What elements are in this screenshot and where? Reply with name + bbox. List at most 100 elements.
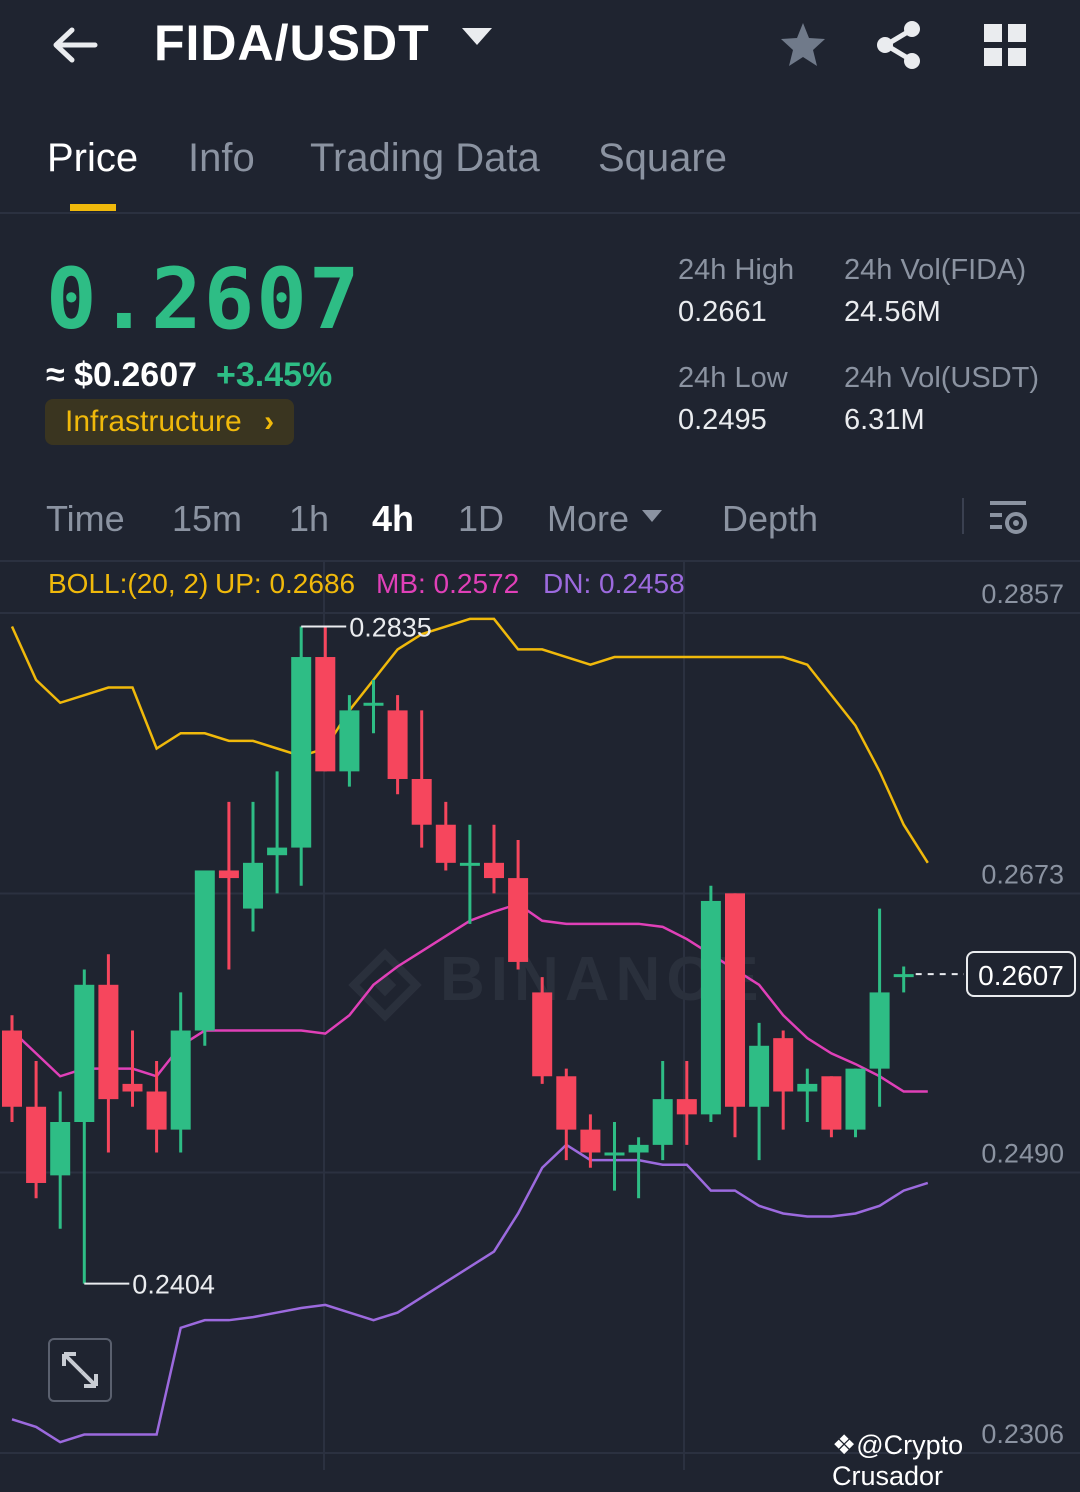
- tab-price[interactable]: Price: [47, 136, 139, 180]
- candle-body: [50, 1122, 71, 1176]
- volume-base-label: 24h Vol(FIDA): [844, 254, 1027, 286]
- candle: [556, 1068, 577, 1161]
- candle: [893, 966, 914, 993]
- candle: [869, 908, 890, 1107]
- chevron-down-icon[interactable]: [642, 510, 662, 522]
- candle-body: [725, 893, 745, 1107]
- layout-button[interactable]: [982, 22, 1028, 68]
- candle: [749, 1022, 770, 1161]
- candle: [580, 1114, 601, 1168]
- candle-body: [339, 710, 360, 772]
- candle-body: [243, 862, 263, 909]
- candle-body: [2, 1030, 22, 1107]
- chevron-down-icon[interactable]: [462, 28, 492, 45]
- tab-square[interactable]: Square: [598, 136, 727, 180]
- candle: [411, 710, 432, 848]
- high-label: 24h High: [678, 254, 795, 286]
- share-icon: [877, 21, 920, 69]
- current-price-tag: 0.2607: [966, 951, 1076, 998]
- candle: [676, 1061, 697, 1145]
- candle-body: [459, 862, 480, 866]
- candle-body: [508, 878, 529, 962]
- candle-body: [363, 702, 384, 706]
- interval-time[interactable]: Time: [46, 498, 125, 539]
- boll-name: BOLL:(20, 2): [48, 568, 209, 599]
- favorite-button[interactable]: [778, 20, 828, 70]
- interval-1h[interactable]: 1h: [289, 498, 330, 539]
- chart-settings-icon: [990, 501, 1027, 534]
- price-change-percent: +3.45%: [216, 356, 333, 394]
- diamond-logo-icon: ❖: [832, 1430, 857, 1460]
- candle-body: [676, 1099, 697, 1115]
- candle: [484, 824, 504, 894]
- candle-body: [652, 1099, 673, 1145]
- boll-upper-band: [10, 617, 929, 864]
- trading-pair-title[interactable]: FIDA/USDT: [154, 15, 430, 71]
- y-axis-label: 0.2673: [981, 860, 1064, 890]
- candle: [773, 1030, 794, 1130]
- candle: [74, 969, 95, 1284]
- boll-middle: MB: 0.2572: [376, 568, 520, 599]
- boll-lower-band: [11, 1143, 929, 1444]
- category-tag-button[interactable]: Infrastructure ›: [45, 399, 295, 445]
- interval-depth[interactable]: Depth: [722, 498, 819, 539]
- candle-body: [74, 984, 95, 1123]
- divider: [962, 498, 964, 534]
- candle: [387, 695, 408, 795]
- candle-body: [146, 1091, 167, 1130]
- candle: [2, 1015, 22, 1123]
- candle-body: [411, 778, 432, 825]
- candle-body: [435, 824, 456, 863]
- share-button[interactable]: [874, 20, 924, 70]
- interval-more[interactable]: More: [547, 498, 630, 539]
- credit-text: ❖@Crypto Crusador: [832, 1430, 964, 1491]
- candle-body: [387, 710, 408, 779]
- back-button[interactable]: [50, 20, 100, 70]
- candle: [194, 870, 215, 1046]
- min-price-label: 0.2404: [132, 1270, 215, 1300]
- candle: [170, 992, 191, 1153]
- tab-info[interactable]: Info: [188, 136, 255, 180]
- candle-body: [291, 657, 312, 848]
- candle-body: [749, 1045, 770, 1107]
- divider: [0, 212, 1080, 214]
- volume-quote-label: 24h Vol(USDT): [844, 362, 1040, 394]
- candle: [363, 679, 384, 734]
- candle-body: [773, 1038, 794, 1092]
- chart-settings-button[interactable]: [988, 496, 1030, 538]
- grid-icon: [984, 24, 1026, 66]
- active-tab-indicator: [70, 204, 116, 211]
- candle-body: [484, 862, 504, 879]
- candle: [218, 801, 239, 970]
- candle: [532, 977, 553, 1084]
- tab-trading-data[interactable]: Trading Data: [310, 136, 540, 180]
- candle-body: [556, 1076, 577, 1130]
- low-value: 0.2495: [678, 404, 767, 436]
- interval-15m[interactable]: 15m: [172, 498, 243, 539]
- candle-body: [845, 1068, 866, 1130]
- fullscreen-button[interactable]: [48, 1338, 112, 1402]
- arrow-left-icon: [53, 27, 98, 63]
- candle-body: [267, 847, 288, 856]
- candle-body: [218, 870, 239, 879]
- y-axis-label: 0.2857: [981, 579, 1064, 609]
- candle-body: [580, 1129, 601, 1153]
- candle: [243, 801, 263, 932]
- candle: [50, 1091, 71, 1229]
- candle: [122, 1030, 143, 1107]
- candle: [652, 1061, 673, 1161]
- interval-1d[interactable]: 1D: [458, 498, 505, 539]
- category-tag-label: Infrastructure: [65, 405, 242, 438]
- candle-body: [628, 1144, 649, 1153]
- candle: [435, 801, 456, 871]
- candle-body: [893, 974, 914, 978]
- candle: [508, 839, 529, 970]
- candle-body: [122, 1083, 143, 1092]
- interval-4h[interactable]: 4h: [372, 498, 415, 539]
- watermark-logo: [348, 948, 422, 1022]
- volume-base-value: 24.56M: [844, 296, 941, 328]
- candle-body: [26, 1106, 47, 1183]
- max-price-label: 0.2835: [349, 613, 432, 643]
- candle: [821, 1076, 842, 1138]
